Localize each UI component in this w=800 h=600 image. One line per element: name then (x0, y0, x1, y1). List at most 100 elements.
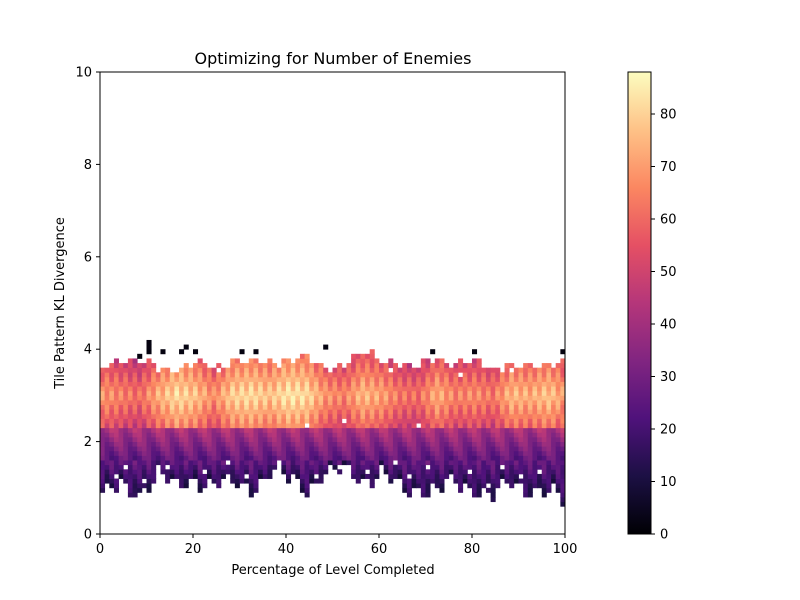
heatmap-cell (211, 436, 217, 442)
heatmap-cell (518, 390, 524, 396)
heatmap-cell (388, 441, 394, 447)
heatmap-cell (425, 446, 431, 452)
heatmap-cell (411, 409, 417, 415)
heatmap-cell (481, 395, 487, 401)
heatmap-cell (434, 427, 440, 433)
heatmap-cell (392, 423, 398, 429)
heatmap-cell (504, 427, 510, 433)
heatmap-cell (472, 487, 478, 493)
heatmap-cell (411, 483, 417, 489)
heatmap-cell (420, 464, 426, 470)
heatmap-cell (458, 409, 464, 415)
heatmap-cell (234, 460, 240, 466)
heatmap-cell (369, 478, 375, 484)
heatmap-cell (258, 446, 264, 452)
heatmap-cell (276, 441, 282, 447)
heatmap-cell (165, 395, 171, 401)
heatmap-cell (146, 450, 152, 456)
heatmap-cell (537, 455, 543, 461)
heatmap-cell (323, 450, 329, 456)
heatmap-cell (169, 427, 175, 433)
heatmap-cell (132, 404, 138, 410)
heatmap-cell (127, 358, 133, 364)
heatmap-cell (504, 423, 510, 429)
heatmap-cell (406, 367, 412, 373)
heatmap-cell (165, 376, 171, 382)
heatmap-cell (299, 400, 305, 406)
heatmap-cell (374, 460, 380, 466)
heatmap-cell (132, 483, 138, 489)
heatmap-cell (420, 492, 426, 498)
heatmap-cell (351, 427, 357, 433)
heatmap-cell (476, 441, 482, 447)
heatmap-cell (230, 367, 236, 373)
heatmap-cell (123, 473, 129, 479)
heatmap-cell (485, 390, 491, 396)
heatmap-cell (551, 390, 557, 396)
heatmap-cell (318, 473, 324, 479)
heatmap-cell (341, 413, 347, 419)
heatmap-cell (211, 413, 217, 419)
heatmap-cell (132, 441, 138, 447)
heatmap-cell (495, 423, 501, 429)
heatmap-cell (248, 446, 254, 452)
heatmap-cell (165, 469, 171, 475)
heatmap-cell (369, 363, 375, 369)
heatmap-cell (397, 464, 403, 470)
heatmap-cell (406, 478, 412, 484)
heatmap-cell (193, 386, 199, 392)
heatmap-cell (541, 395, 547, 401)
heatmap-cell (434, 450, 440, 456)
heatmap-cell (425, 395, 431, 401)
heatmap-cell (281, 372, 287, 378)
heatmap-cell (509, 436, 515, 442)
heatmap-cell (453, 423, 459, 429)
heatmap-cell (202, 390, 208, 396)
heatmap-cell (323, 381, 329, 387)
heatmap-cell (411, 423, 417, 429)
heatmap-cell (490, 423, 496, 429)
heatmap-cell (546, 436, 552, 442)
heatmap-cell (355, 413, 361, 419)
heatmap-cell (430, 450, 436, 456)
heatmap-cell (272, 423, 278, 429)
heatmap-cell (267, 363, 273, 369)
heatmap-cell (369, 413, 375, 419)
heatmap-cell (141, 413, 147, 419)
heatmap-cell (248, 473, 254, 479)
heatmap-cell (555, 376, 561, 382)
heatmap-cell (304, 372, 310, 378)
heatmap-cell (458, 427, 464, 433)
heatmap-cell (253, 390, 259, 396)
heatmap-cell (513, 400, 519, 406)
heatmap-cell (216, 363, 222, 369)
heatmap-cell (272, 441, 278, 447)
heatmap-cell (295, 367, 301, 373)
heatmap-cell (555, 487, 561, 493)
heatmap-cell (188, 446, 194, 452)
heatmap-cell (551, 386, 557, 392)
heatmap-cell (374, 409, 380, 415)
heatmap-cell (360, 363, 366, 369)
heatmap-cell (458, 487, 464, 493)
heatmap-cell (523, 423, 529, 429)
heatmap-cell (365, 418, 371, 424)
heatmap-cell (327, 455, 333, 461)
heatmap-cell (262, 460, 268, 466)
heatmap-cell (188, 381, 194, 387)
heatmap-cell (248, 386, 254, 392)
heatmap-cell (272, 409, 278, 415)
heatmap-cell (434, 409, 440, 415)
heatmap-cell (295, 404, 301, 410)
heatmap-cell (337, 436, 343, 442)
heatmap-cell (467, 460, 473, 466)
heatmap-cell (169, 381, 175, 387)
heatmap-cell (137, 483, 143, 489)
heatmap-cell (309, 367, 315, 373)
heatmap-cell (555, 450, 561, 456)
heatmap-cell (137, 381, 143, 387)
heatmap-cell (476, 478, 482, 484)
heatmap-cell (141, 363, 147, 369)
heatmap-cell (365, 473, 371, 479)
heatmap-cell (253, 450, 259, 456)
